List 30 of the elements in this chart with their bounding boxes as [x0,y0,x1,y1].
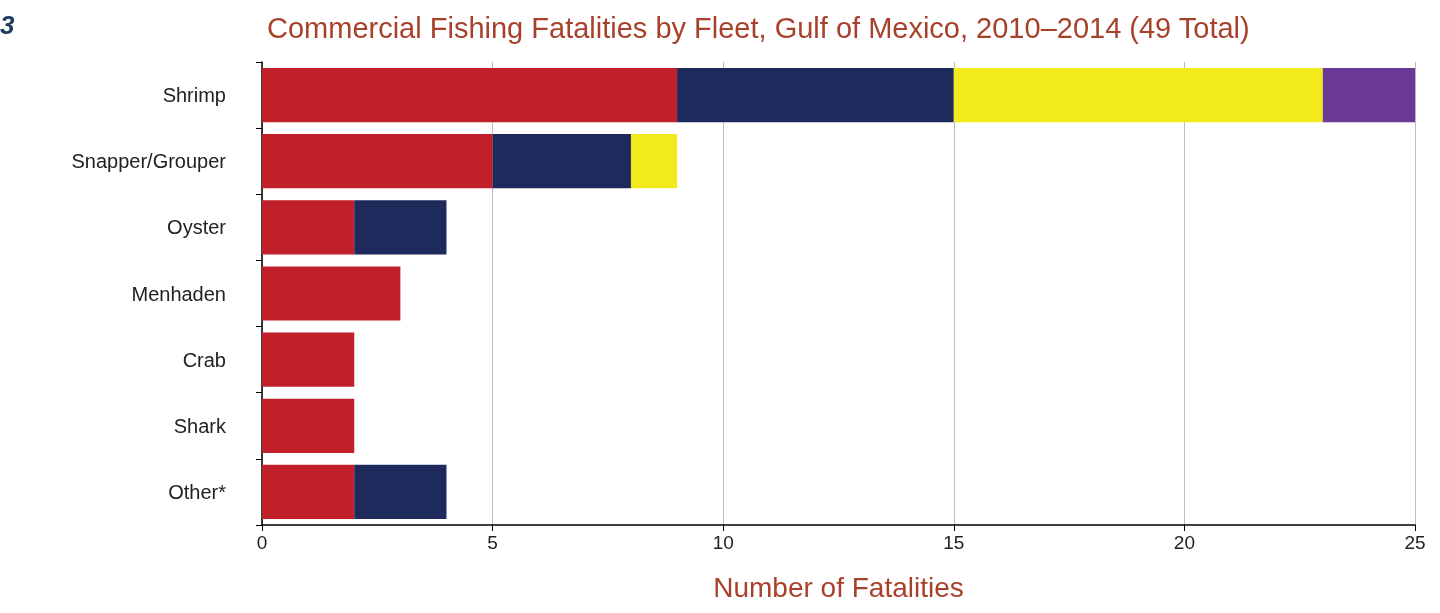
x-tick-label: 15 [943,532,965,553]
y-tick-label: Menhaden [131,282,226,305]
bar [262,266,401,321]
bar [354,200,447,255]
text: 3 [0,10,15,40]
x-tick-label: 25 [1404,532,1426,553]
y-tick-label: Crab [182,348,226,371]
bar [953,67,1323,123]
bar [262,398,355,453]
x-axis-title: Number of Fatalities [713,571,964,603]
bar [262,332,355,387]
bar [262,134,493,189]
bar [262,200,355,255]
y-tick-label: Oyster [167,216,227,239]
y-tick-label: Shrimp [162,84,226,107]
x-tick-label: 5 [487,532,498,553]
x-tick-label: 20 [1173,532,1195,553]
y-tick-label: Snapper/Grouper [71,150,227,173]
bar [354,464,447,520]
bar [677,67,954,123]
bar [492,134,631,189]
y-tick-label: Other* [168,480,227,503]
bar [262,67,678,123]
bar [262,464,355,520]
bar [1322,67,1415,123]
x-tick-label: 0 [256,532,268,553]
bar [630,134,678,189]
chart-title: Commercial Fishing Fatalities by Fleet, Gulf of Mexico, 2010–2014 (49 Total) [267,11,1250,44]
y-tick-label: Shark [173,414,227,437]
x-tick-label: 10 [712,532,734,553]
